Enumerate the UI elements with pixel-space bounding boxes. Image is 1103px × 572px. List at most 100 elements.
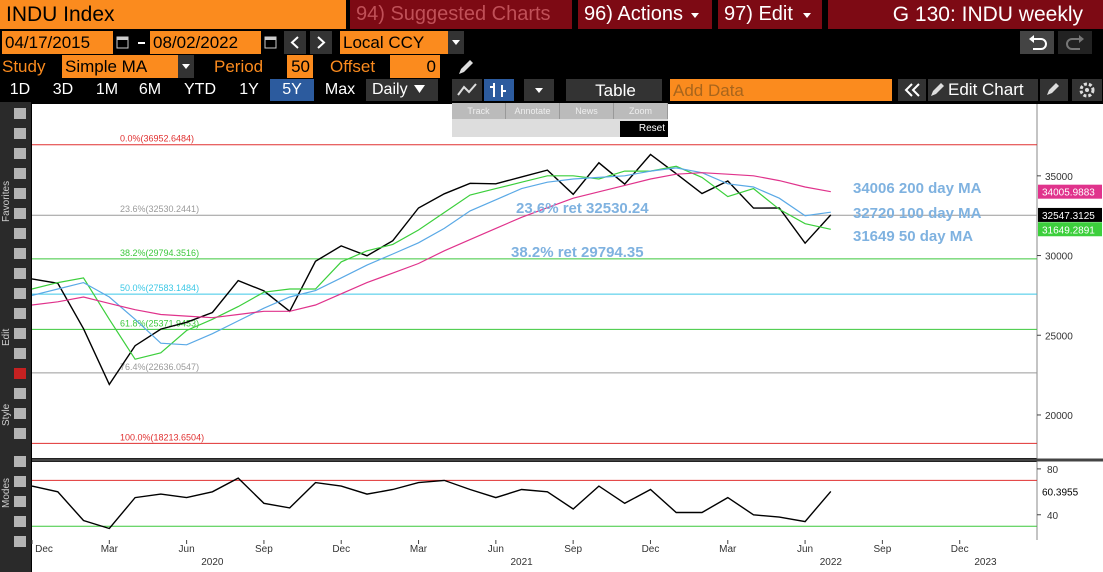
x-tick-label: Mar xyxy=(101,544,119,555)
chart-type-buttons[interactable] xyxy=(452,79,562,101)
actions-menu[interactable]: 96) Actions xyxy=(578,0,712,29)
annotation: 34006 200 day MA xyxy=(853,180,982,197)
sidebar-icon xyxy=(14,148,26,159)
calendar-icon[interactable] xyxy=(264,34,278,50)
collapse-icon[interactable] xyxy=(898,79,926,101)
dropdown-arrow xyxy=(690,13,699,18)
y-tick-label: 20000 xyxy=(1045,411,1073,422)
x-tick-label: Jun xyxy=(488,544,504,555)
offset-label: Offset xyxy=(330,57,376,76)
sidebar-icon xyxy=(14,476,26,487)
frequency-label: Daily xyxy=(372,81,408,98)
sidebar-icon xyxy=(14,408,26,419)
sidebar-icon xyxy=(14,128,26,139)
date-nav[interactable] xyxy=(284,31,334,54)
sidebar-icon xyxy=(14,428,26,439)
tool-button[interactable]: Zoom xyxy=(614,103,668,119)
sidebar-icon xyxy=(14,308,26,319)
chart-settings[interactable] xyxy=(1040,79,1103,101)
x-tick-label: Mar xyxy=(410,544,428,555)
level-label: 76.4%(22636.0547) xyxy=(120,362,199,372)
actions-label: 96) Actions xyxy=(584,3,683,25)
undo-redo[interactable] xyxy=(1020,31,1100,54)
x-tick-label: Sep xyxy=(255,544,273,555)
range-button[interactable]: 5Y xyxy=(270,79,314,101)
pencil-icon[interactable] xyxy=(456,57,476,77)
sidebar-icon xyxy=(14,456,26,467)
range-button[interactable]: 1D xyxy=(0,79,40,101)
start-date[interactable]: 04/17/2015 xyxy=(2,31,113,54)
currency-field[interactable]: Local CCY xyxy=(340,31,448,54)
table-button[interactable]: Table xyxy=(566,79,662,101)
x-tick-label: Sep xyxy=(873,544,891,555)
x-tick-label: Jun xyxy=(179,544,195,555)
y-tick-label: 80 xyxy=(1047,465,1059,476)
range-button[interactable]: Max xyxy=(316,79,364,101)
last-value-tag xyxy=(1038,184,1102,199)
offset-field[interactable]: 0 xyxy=(390,55,440,78)
add-data-field[interactable]: Add Data xyxy=(670,79,892,101)
annotation: 23.6% ret 32530.24 xyxy=(516,200,649,217)
frequency-button[interactable]: Daily xyxy=(366,79,438,101)
x-tick-label: Dec xyxy=(35,544,53,555)
tool-button[interactable]: Track xyxy=(452,103,506,119)
dropdown-arrow xyxy=(413,85,425,93)
pencil-icon xyxy=(931,83,944,96)
sidebar-icon xyxy=(14,536,26,547)
last-value-tag xyxy=(1038,207,1102,222)
last-value-label: 60.3955 xyxy=(1042,487,1079,498)
study-panel xyxy=(32,462,1037,540)
edit-label: 97) Edit xyxy=(724,3,793,25)
tool-button[interactable]: News xyxy=(560,103,614,119)
edit-chart-label: Edit Chart xyxy=(948,80,1024,99)
range-button[interactable]: 1Y xyxy=(230,79,268,101)
tool-button[interactable]: Annotate xyxy=(506,103,560,119)
sidebar-label: Modes xyxy=(1,477,12,508)
x-axis xyxy=(32,540,1103,572)
sidebar-icon xyxy=(14,248,26,259)
period-field[interactable]: 50 xyxy=(287,55,313,78)
dropdown-arrow xyxy=(802,13,811,18)
chart-area: 20000 25000 30000 35000 0.0%(36952.6484) 23.6… xyxy=(0,102,1103,572)
annotation: 32720 100 day MA xyxy=(853,205,982,222)
floating-toolbar: Track Annotate News Zoom Reset xyxy=(452,103,668,137)
year-label: 2023 xyxy=(974,557,997,568)
calendar-icon[interactable] xyxy=(116,34,130,50)
reset-button[interactable]: Reset xyxy=(620,121,668,137)
currency-dropdown[interactable] xyxy=(448,31,464,54)
y-tick-label: 40 xyxy=(1047,511,1059,522)
page-title: G 130: INDU weekly xyxy=(828,0,1103,29)
study-field[interactable]: Simple MA xyxy=(62,55,178,78)
series-line xyxy=(31,167,831,346)
y-tick-label: 35000 xyxy=(1045,172,1073,183)
sidebar-label: Favorites xyxy=(1,180,12,222)
series-line xyxy=(31,153,832,386)
last-value-label: 32547.3125 xyxy=(1042,211,1095,222)
edit-menu[interactable]: 97) Edit xyxy=(718,0,822,29)
last-value-tag xyxy=(1038,222,1102,237)
sidebar-label: Edit xyxy=(1,328,12,346)
study-dropdown[interactable] xyxy=(178,55,194,78)
level-label: 38.2%(29794.3516) xyxy=(120,248,199,258)
suggested-charts[interactable]: 94) Suggested Charts xyxy=(350,0,572,29)
date-separator xyxy=(138,42,145,44)
range-button[interactable]: YTD xyxy=(172,79,228,101)
annotation: 38.2% ret 29794.35 xyxy=(511,244,644,261)
last-value-label: 34005.9883 xyxy=(1042,188,1095,199)
range-button[interactable]: 6M xyxy=(130,79,170,101)
sidebar-icon xyxy=(14,108,26,119)
year-label: 2020 xyxy=(201,557,224,568)
series-line xyxy=(31,165,831,360)
range-button[interactable]: 3D xyxy=(42,79,84,101)
level-label: 23.6%(32530.2441) xyxy=(120,204,199,214)
level-label: 50.0%(27583.1484) xyxy=(120,283,199,293)
security-field[interactable]: INDU Index xyxy=(0,0,346,29)
x-tick-label: Sep xyxy=(564,544,582,555)
sidebar-icon xyxy=(14,496,26,507)
study-label: Study xyxy=(2,57,46,76)
x-tick-label: Dec xyxy=(332,544,350,555)
range-button[interactable]: 1M xyxy=(86,79,128,101)
end-date[interactable]: 08/02/2022 xyxy=(150,31,261,54)
edit-chart-button[interactable]: Edit Chart xyxy=(928,79,1038,101)
price-panel xyxy=(32,104,1037,458)
